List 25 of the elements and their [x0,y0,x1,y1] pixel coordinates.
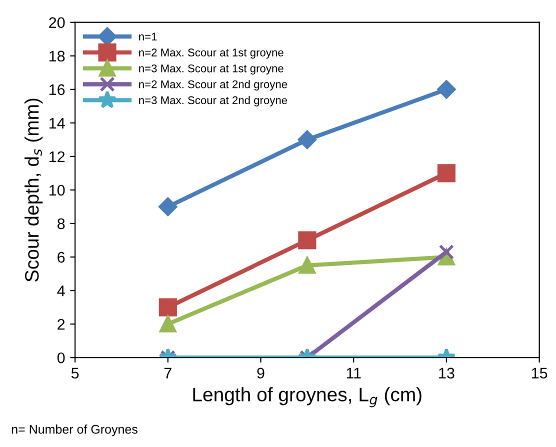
x-tick-label: 15 [532,368,548,379]
x-axis-title: Length of groynes, L$_{g}$ (cm) [193,387,422,408]
y-tick-label: 20 [49,17,65,28]
y-tick-label: 8 [58,218,65,230]
legend-label: n=3 Max. Scour at 1st groyne [139,64,284,75]
y-tick-label: 0 [57,352,65,364]
legend-label: n=2 Max. Scour at 1st groyne [139,48,284,59]
y-tick-label: 6 [58,252,65,263]
y-axis-title: Scour depth, d$_{s}$ (mm) [24,98,43,282]
x-tick-label: 11 [346,368,361,378]
y-tick-label: 14 [50,118,65,128]
x-tick-label: 9 [257,368,264,379]
legend-label: n=3 Max. Scour at 2nd groyne [139,96,288,106]
legend-label: n=2 Max. Scour at 2nd groyne [139,80,288,90]
y-tick-label: 10 [50,184,65,196]
legend-label: n=1 [139,32,157,40]
y-tick-label: 16 [50,84,65,96]
x-tick-label: 13 [439,368,454,379]
y-tick-label: 12 [50,151,65,162]
y-tick-label: 2 [58,318,65,330]
x-tick-label: 7 [164,368,172,378]
text: n= Number of Groynes [12,424,138,436]
y-tick-label: 18 [50,50,65,62]
y-tick-label: 4 [57,286,65,296]
x-tick-label: 5 [71,368,79,379]
